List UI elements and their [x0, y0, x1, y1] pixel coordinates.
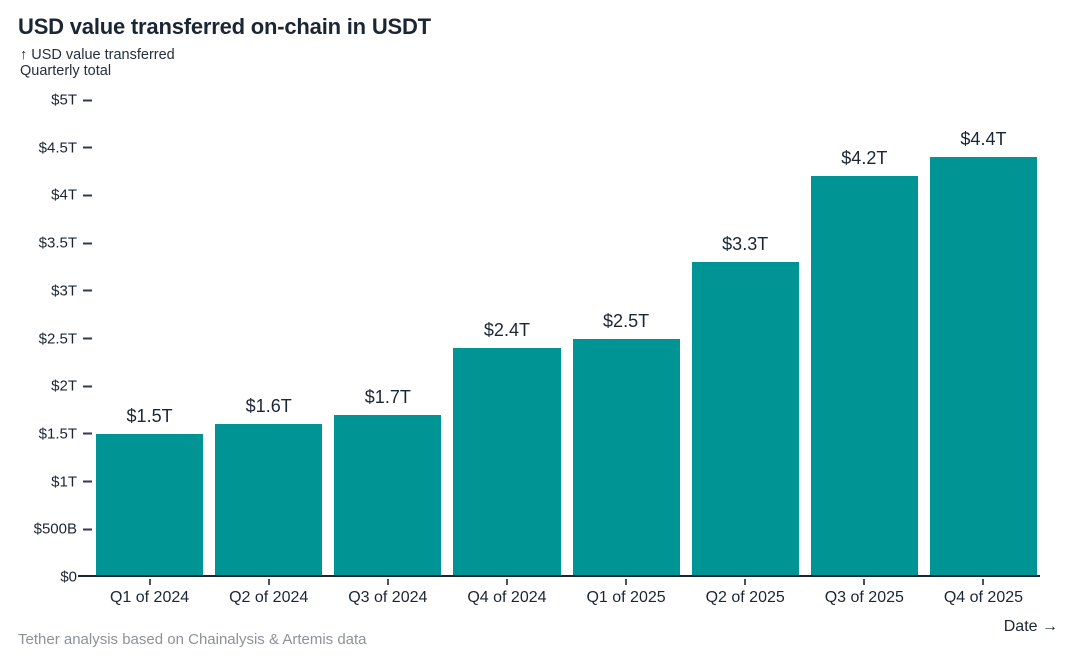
x-axis-cell: Q3 of 2024: [334, 579, 441, 607]
bar: [215, 424, 323, 577]
x-axis-cell: Q4 of 2025: [930, 579, 1037, 607]
bar-group: $2.5T: [572, 100, 680, 577]
x-tick-mark: [744, 579, 747, 585]
y-tick-label: $500B: [33, 520, 77, 538]
bar-group: $1.6T: [215, 100, 323, 577]
bar: [334, 414, 442, 577]
y-axis-row: $2T: [0, 378, 92, 395]
y-axis-row: $0: [0, 569, 92, 586]
y-axis-row: $4.5T: [0, 139, 92, 156]
source-note: Tether analysis based on Chainalysis & A…: [18, 631, 367, 648]
x-axis-labels: Q1 of 2024 Q2 of 2024 Q3 of 2024 Q4 of 2024…: [96, 579, 1037, 607]
bar-value-label: $4.2T: [841, 148, 888, 169]
x-tick-label: Q3 of 2024: [348, 589, 428, 606]
x-axis-cell: Q1 of 2024: [96, 579, 203, 607]
y-tick-label: $3T: [51, 282, 77, 300]
y-tick-mark: [83, 99, 92, 101]
y-tick-label: $4T: [51, 186, 77, 204]
bar: [453, 348, 561, 577]
x-tick-label: Q1 of 2025: [586, 589, 666, 606]
bar-group: $1.7T: [334, 100, 442, 577]
y-tick-label: $4.5T: [38, 139, 77, 157]
y-tick-mark: [83, 242, 92, 245]
y-axis-row: $2.5T: [0, 330, 92, 347]
bar-group: $2.4T: [453, 100, 561, 577]
chart-title: USD value transferred on-chain in USDT: [18, 14, 431, 39]
y-tick-label: $0: [60, 568, 77, 586]
y-tick-label: $1.5T: [38, 425, 77, 443]
x-tick-label: Q4 of 2025: [943, 589, 1024, 606]
y-tick-mark: [83, 146, 92, 149]
y-axis-row: $1T: [0, 473, 92, 490]
y-tick-label: $5T: [51, 91, 77, 109]
x-axis-cell: Q4 of 2024: [453, 579, 560, 607]
x-axis-cell: Q2 of 2024: [215, 579, 322, 607]
y-tick-label: $2.5T: [38, 330, 77, 347]
bar: [96, 433, 204, 577]
bar: [810, 176, 918, 577]
y-axis-row: $5T: [0, 92, 92, 109]
bar-value-label: $2.5T: [603, 310, 650, 331]
x-tick-mark: [982, 579, 985, 585]
y-tick-mark: [83, 480, 92, 483]
y-tick-label: $2T: [51, 377, 77, 395]
y-tick-label: $1T: [51, 473, 77, 491]
y-axis-row: $3.5T: [0, 235, 92, 252]
bar-value-label: $1.7T: [364, 386, 411, 407]
y-tick-mark: [83, 194, 92, 197]
y-tick-mark: [83, 432, 92, 435]
bar: [929, 157, 1037, 577]
x-axis-title: Date →: [1003, 618, 1058, 635]
bar-group: $3.3T: [691, 100, 799, 577]
y-axis-header-line2: Quarterly total: [20, 63, 112, 79]
x-tick-label: Q3 of 2025: [824, 589, 904, 606]
y-tick-mark: [83, 385, 92, 388]
x-tick-label: Q4 of 2024: [467, 589, 547, 606]
bar-value-label: $1.6T: [245, 396, 292, 417]
x-tick-mark: [505, 579, 508, 585]
y-tick-mark: [83, 337, 92, 340]
bar-group: $4.4T: [929, 100, 1037, 577]
bar: [572, 338, 680, 577]
bar: [691, 262, 799, 577]
x-tick-mark: [863, 579, 866, 585]
bar-value-label: $2.4T: [483, 320, 530, 341]
x-tick-mark: [386, 579, 389, 585]
y-tick-mark: [83, 289, 92, 292]
bar-group: $4.2T: [810, 100, 918, 577]
bar-value-label: $3.3T: [722, 234, 769, 255]
x-axis-cell: Q3 of 2025: [811, 579, 918, 607]
bar-value-label: $1.5T: [126, 405, 173, 426]
x-tick-label: Q1 of 2024: [109, 589, 190, 606]
y-axis-row: $1.5T: [0, 425, 92, 442]
x-tick-label: Q2 of 2024: [229, 589, 309, 606]
y-axis-header-line1: ↑ USD value transferred: [20, 47, 175, 63]
bar-value-label: $4.4T: [960, 129, 1007, 150]
y-axis-row: $4T: [0, 187, 92, 204]
bars: $1.5T $1.6T $1.7T $2.4T $2.5T $3.3T $4.2T $4.4T: [96, 100, 1037, 577]
y-tick-mark: [83, 528, 92, 531]
x-axis-cell: Q2 of 2025: [692, 579, 799, 607]
y-axis: $0 $500B $1T $1.5T $2T $2.5T $3T $3.5T $4T $4.5T $…: [0, 92, 92, 586]
x-axis-cell: Q1 of 2025: [573, 579, 680, 607]
x-tick-mark: [625, 579, 628, 585]
y-tick-label: $3.5T: [38, 234, 77, 252]
y-axis-row: $3T: [0, 282, 92, 299]
x-tick-label: Q2 of 2025: [705, 589, 785, 606]
x-axis-line: [78, 575, 1040, 577]
y-axis-row: $500B: [0, 521, 92, 538]
x-tick-mark: [267, 579, 270, 585]
x-tick-mark: [148, 579, 151, 585]
bar-group: $1.5T: [96, 100, 204, 577]
y-axis-header: ↑ USD value transferred Quarterly total: [20, 47, 175, 79]
